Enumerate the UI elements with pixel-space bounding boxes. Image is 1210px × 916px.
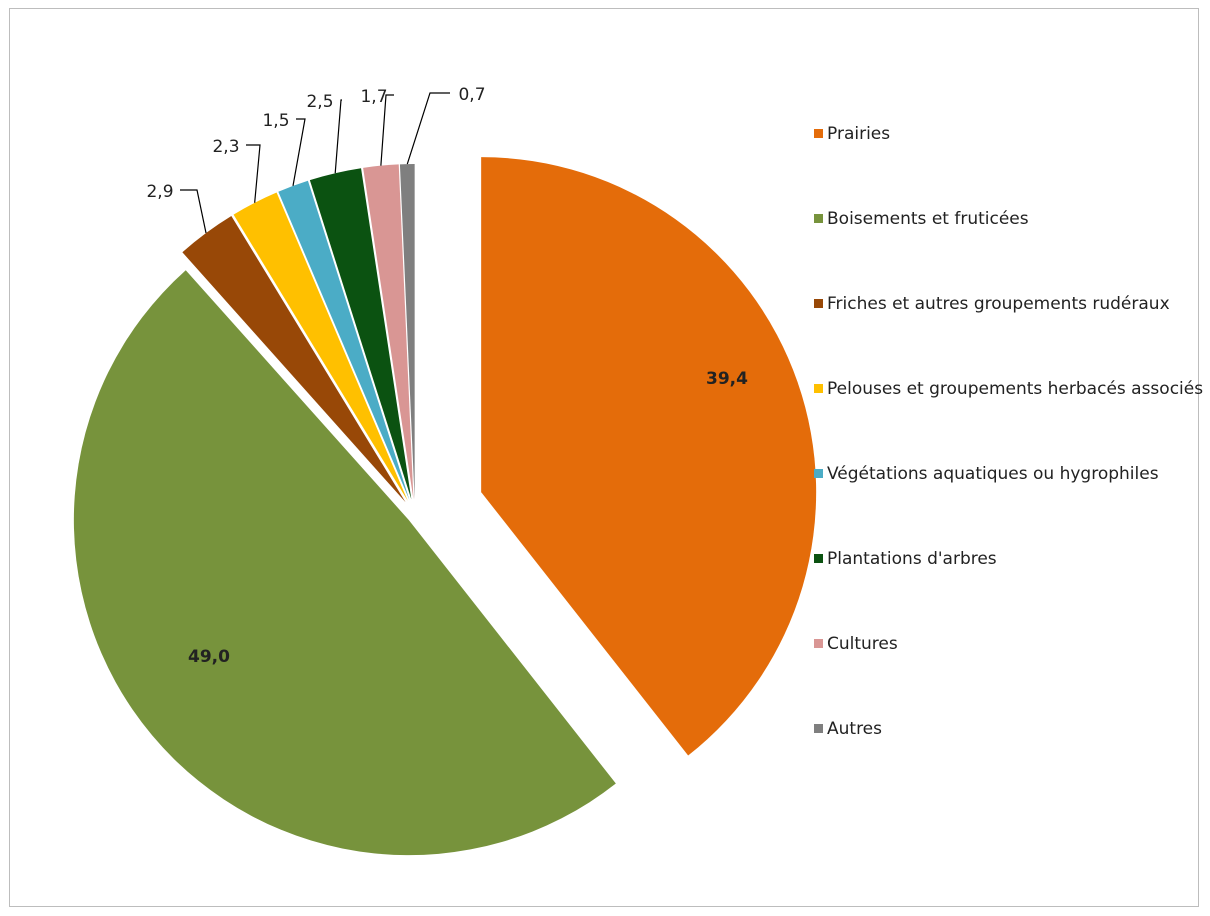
pie-slice-5 <box>278 180 410 500</box>
legend-item-3: Friches et autres groupements rudéraux <box>814 292 1170 316</box>
legend-item-5: Végétations aquatiques ou hygrophiles <box>814 462 1159 486</box>
legend-label: Pelouses et groupements herbacés associé… <box>827 379 1204 399</box>
legend-item-2: Boisements et fruticées <box>814 207 1029 231</box>
legend-label: Prairies <box>827 124 891 144</box>
leader-line-5 <box>292 118 306 186</box>
data-label-3: 2,9 <box>146 182 173 202</box>
pie-slice-4 <box>233 192 408 501</box>
legend-swatch <box>814 724 823 733</box>
legend-swatch <box>814 639 823 648</box>
leader-line-7 <box>380 94 394 166</box>
legend-swatch <box>814 299 823 308</box>
legend-item-8: Autres <box>814 717 882 741</box>
legend-item-7: Cultures <box>814 632 898 656</box>
legend-swatch <box>814 129 823 138</box>
legend-label: Friches et autres groupements rudéraux <box>827 294 1170 314</box>
legend-item-6: Plantations d'arbres <box>814 547 997 571</box>
data-label-6: 2,5 <box>306 92 333 112</box>
data-label-8: 0,7 <box>458 85 485 105</box>
legend-swatch <box>814 469 823 478</box>
leader-line-8 <box>406 92 450 165</box>
data-label-5: 1,5 <box>262 111 289 131</box>
data-label-2: 49,0 <box>188 647 230 667</box>
pie-slice-7 <box>363 164 414 500</box>
pie-slice-3 <box>182 215 406 503</box>
legend-label: Cultures <box>827 634 898 654</box>
leader-line-6 <box>334 99 342 174</box>
pie-slice-2 <box>73 270 616 856</box>
pie-slice-8 <box>399 164 415 500</box>
legend-swatch <box>814 384 823 393</box>
legend-swatch <box>814 554 823 563</box>
legend-label: Plantations d'arbres <box>827 549 997 569</box>
data-label-4: 2,3 <box>212 137 239 157</box>
data-label-1: 39,4 <box>706 369 748 389</box>
pie-slice-1 <box>481 157 817 756</box>
legend-swatch <box>814 214 823 223</box>
legend-label: Boisements et fruticées <box>827 209 1029 229</box>
legend-label: Autres <box>827 719 883 739</box>
legend-label: Végétations aquatiques ou hygrophiles <box>827 464 1159 484</box>
leader-line-4 <box>246 144 261 203</box>
legend-item-1: Prairies <box>814 122 890 146</box>
pie-slice-6 <box>309 168 412 500</box>
leader-line-3 <box>180 189 207 234</box>
legend-item-4: Pelouses et groupements herbacés associé… <box>814 377 1203 401</box>
data-label-7: 1,7 <box>360 87 387 107</box>
